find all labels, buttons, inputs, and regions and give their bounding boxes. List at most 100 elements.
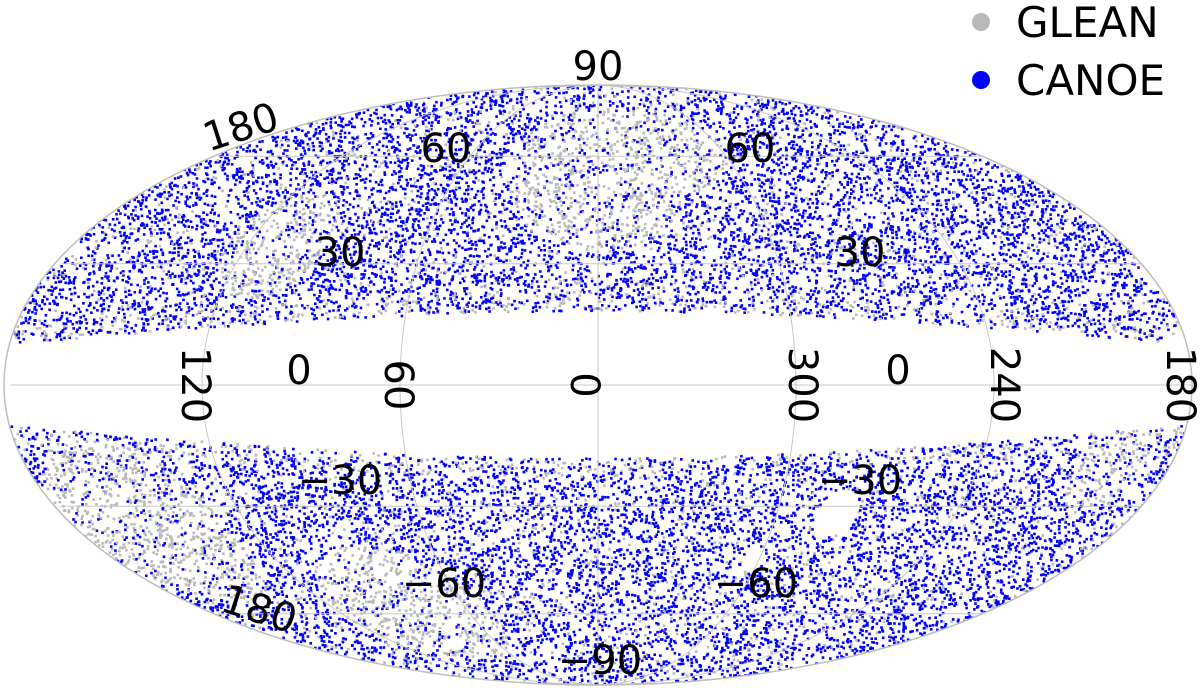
canoe-point [92, 258, 96, 261]
canoe-point [1020, 477, 1023, 480]
glean-point [1060, 547, 1063, 551]
canoe-point [111, 530, 115, 534]
canoe-point [688, 308, 692, 311]
canoe-point [867, 315, 871, 319]
canoe-point [333, 580, 336, 583]
canoe-point [1155, 473, 1159, 476]
canoe-point [537, 594, 541, 598]
canoe-point [668, 510, 671, 514]
canoe-point [485, 551, 488, 555]
canoe-point [217, 317, 220, 321]
glean-point [161, 448, 164, 451]
canoe-point [1073, 484, 1077, 488]
glean-point [646, 302, 649, 305]
glean-point [536, 194, 540, 198]
canoe-point [321, 313, 324, 317]
canoe-point [1094, 280, 1098, 283]
glean-point [874, 138, 878, 142]
canoe-point [627, 463, 630, 466]
canoe-point [728, 205, 732, 208]
canoe-point [855, 218, 859, 222]
canoe-point [440, 151, 443, 154]
canoe-point [964, 230, 968, 233]
canoe-point [114, 479, 117, 482]
glean-point [164, 509, 168, 513]
glean-point [849, 550, 852, 553]
canoe-point [1041, 301, 1044, 304]
glean-point [567, 219, 571, 223]
canoe-point [898, 478, 902, 481]
glean-point [53, 501, 57, 505]
glean-point [409, 569, 412, 573]
canoe-point [923, 300, 926, 304]
canoe-point [829, 464, 832, 467]
canoe-point [83, 438, 86, 441]
glean-point [308, 630, 312, 633]
canoe-point [616, 497, 619, 501]
canoe-point [790, 271, 793, 275]
canoe-point [543, 248, 546, 252]
canoe-point [865, 583, 868, 586]
glean-point [1025, 568, 1029, 572]
canoe-point [966, 588, 969, 592]
canoe-point [918, 319, 922, 322]
canoe-point [437, 480, 440, 484]
canoe-point [330, 208, 333, 211]
glean-point [115, 475, 118, 478]
canoe-point [693, 525, 696, 529]
canoe-point [243, 449, 246, 453]
canoe-point [1064, 521, 1067, 524]
canoe-point [316, 155, 320, 159]
canoe-point [257, 500, 260, 503]
canoe-point [514, 606, 518, 609]
canoe-point [551, 458, 554, 461]
glean-point [1135, 443, 1139, 446]
canoe-point [1091, 244, 1094, 247]
canoe-point [837, 140, 841, 144]
canoe-point [661, 629, 664, 632]
glean-point [1024, 453, 1028, 456]
canoe-point [895, 470, 898, 474]
canoe-point [610, 563, 614, 566]
canoe-point [619, 167, 623, 170]
glean-point [1146, 300, 1150, 303]
glean-point [543, 214, 547, 218]
canoe-point [631, 520, 634, 523]
glean-point [562, 461, 565, 465]
glean-point [295, 222, 298, 226]
glean-point [516, 205, 519, 208]
canoe-point [756, 584, 760, 588]
canoe-point [978, 300, 981, 303]
glean-point [1128, 474, 1132, 477]
canoe-point [865, 299, 869, 302]
canoe-point [701, 246, 704, 250]
glean-point [467, 617, 471, 620]
canoe-point [1174, 435, 1178, 439]
canoe-point [247, 180, 250, 183]
canoe-point [685, 299, 689, 303]
canoe-point [372, 528, 375, 531]
canoe-point [726, 510, 730, 514]
glean-point [333, 316, 337, 319]
canoe-point [95, 432, 99, 436]
canoe-point [759, 527, 763, 530]
canoe-point [901, 503, 904, 506]
glean-point [447, 118, 450, 121]
canoe-point [386, 208, 390, 211]
canoe-point [182, 218, 185, 222]
canoe-point [820, 117, 824, 120]
glean-point [609, 165, 612, 168]
canoe-point [260, 523, 264, 527]
canoe-point [297, 158, 300, 161]
canoe-point [957, 193, 961, 197]
canoe-point [1032, 249, 1036, 252]
glean-point [815, 190, 818, 194]
canoe-point [619, 100, 622, 103]
glean-point [117, 494, 120, 497]
canoe-point [203, 551, 207, 555]
canoe-point [635, 126, 638, 129]
canoe-point [107, 454, 111, 458]
glean-point [548, 198, 552, 202]
canoe-point [953, 271, 957, 274]
canoe-point [1038, 191, 1041, 195]
